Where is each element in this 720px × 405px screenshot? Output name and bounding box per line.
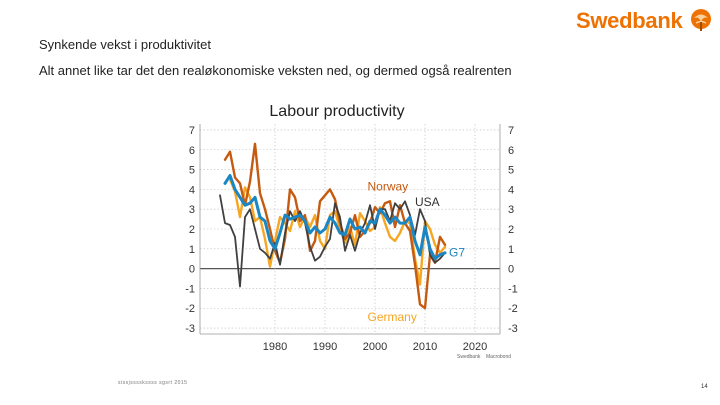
y-tick-left: -1 [185, 283, 195, 295]
y-tick-left: 4 [189, 184, 195, 196]
source-macrobond: Macrobond [486, 354, 511, 360]
series-label-norway: Norway [368, 179, 409, 193]
labour-productivity-chart: Labour productivity 7 7 6 6 5 5 4 4 3 3 2 2 1 1 0 0 -1 -1… [185, 103, 518, 360]
source-swedbank: Swedbank [457, 354, 481, 360]
y-tick-right: 0 [508, 264, 514, 276]
x-tick: 2010 [413, 341, 437, 353]
series-labels: Norway USA Germany G7 [368, 179, 466, 324]
x-tick: 2000 [363, 341, 387, 353]
series-line-germany [228, 178, 447, 286]
y-tick-left: 0 [189, 264, 195, 276]
y-tick-left: -2 [185, 303, 195, 315]
swedbank-logo: Swedbank [576, 8, 714, 34]
y-tick-right: 3 [508, 204, 514, 216]
y-tick-right: 6 [508, 145, 514, 157]
y-tick-left: 6 [189, 145, 195, 157]
slide-subtitle: Alt annet like tar det den realøkonomisk… [39, 63, 512, 78]
chart-title: Labour productivity [269, 103, 404, 120]
y-tick-right: 7 [508, 125, 514, 137]
chart-source: Swedbank Macrobond [457, 354, 511, 360]
page-number: 14 [701, 384, 708, 390]
y-tick-left: 5 [189, 165, 195, 177]
y-tick-right: -2 [508, 303, 518, 315]
x-tick: 1980 [263, 341, 287, 353]
series-line-norway [223, 142, 447, 310]
series-label-germany: Germany [368, 310, 417, 324]
series-label-usa: USA [415, 195, 440, 209]
y-tick-left: 1 [189, 244, 195, 256]
series-lines [219, 142, 447, 310]
series-line-g7 [223, 174, 447, 261]
x-tick: 2020 [463, 341, 487, 353]
y-tick-right: -1 [508, 283, 518, 295]
y-tick-left: 2 [189, 224, 195, 236]
axes: 7 7 6 6 5 5 4 4 3 3 2 2 1 1 0 0 -1 -1 -2 -2 -3 -3 1980 1990 2000… [185, 124, 518, 353]
y-tick-right: 4 [508, 184, 514, 196]
logo-text: Swedbank [576, 8, 683, 33]
y-tick-right: 1 [508, 244, 514, 256]
y-tick-right: -3 [508, 323, 518, 335]
footer-text: sissjsssskssss sgsrt 2015 [118, 380, 188, 386]
oak-tree-icon [691, 9, 712, 31]
slide-title: Synkende vekst i produktivitet [39, 37, 211, 52]
y-tick-right: 2 [508, 224, 514, 236]
x-tick: 1990 [313, 341, 337, 353]
y-tick-right: 5 [508, 165, 514, 177]
series-label-g7: G7 [449, 246, 465, 260]
y-tick-left: -3 [185, 323, 195, 335]
y-tick-left: 7 [189, 125, 195, 137]
y-tick-left: 3 [189, 204, 195, 216]
